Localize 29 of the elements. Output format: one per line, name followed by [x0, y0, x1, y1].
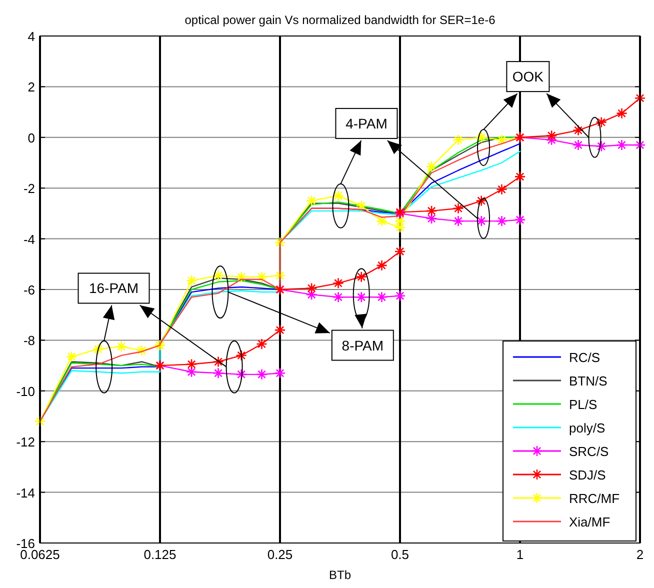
x-tick-label: 0.5	[390, 547, 410, 562]
y-tick-label: 2	[28, 80, 35, 95]
annotation: 16-PAM	[88, 280, 139, 296]
y-tick-label: -6	[23, 282, 35, 298]
y-tick-label: -4	[23, 232, 35, 247]
legend-label: BTN/S	[569, 374, 608, 388]
x-tick-label: 0.125	[144, 547, 176, 562]
x-tick-label: 0.25	[267, 547, 293, 562]
legend-label: Xia/MF	[569, 514, 610, 530]
annotation: 8-PAM	[342, 337, 384, 354]
y-tick-label: -2	[23, 181, 35, 196]
y-tick-label: -8	[23, 333, 35, 348]
legend-label: SDJ/S	[569, 468, 606, 482]
legend-label: RC/S	[569, 350, 600, 365]
legend-label: SRC/S	[569, 444, 610, 459]
y-tick-label: 4	[28, 29, 35, 44]
x-tick-label: 2	[636, 547, 644, 562]
legend-label: PL/S	[569, 397, 598, 412]
legend-label: poly/S	[569, 420, 606, 436]
annotation: OOK	[512, 68, 544, 85]
y-tick-label: 0	[28, 130, 35, 146]
y-tick-label: -14	[16, 485, 35, 500]
x-axis-title: BTb	[328, 568, 352, 582]
y-tick-label: -10	[16, 384, 35, 399]
x-tick-label: 1	[516, 547, 524, 562]
chart-title: optical power gain Vs normalized bandwidth for SER=1e-6	[184, 13, 496, 27]
legend-label: RRC/MF	[569, 491, 620, 506]
y-tick-label: -12	[16, 434, 35, 450]
annotation: 4-PAM	[346, 115, 388, 132]
